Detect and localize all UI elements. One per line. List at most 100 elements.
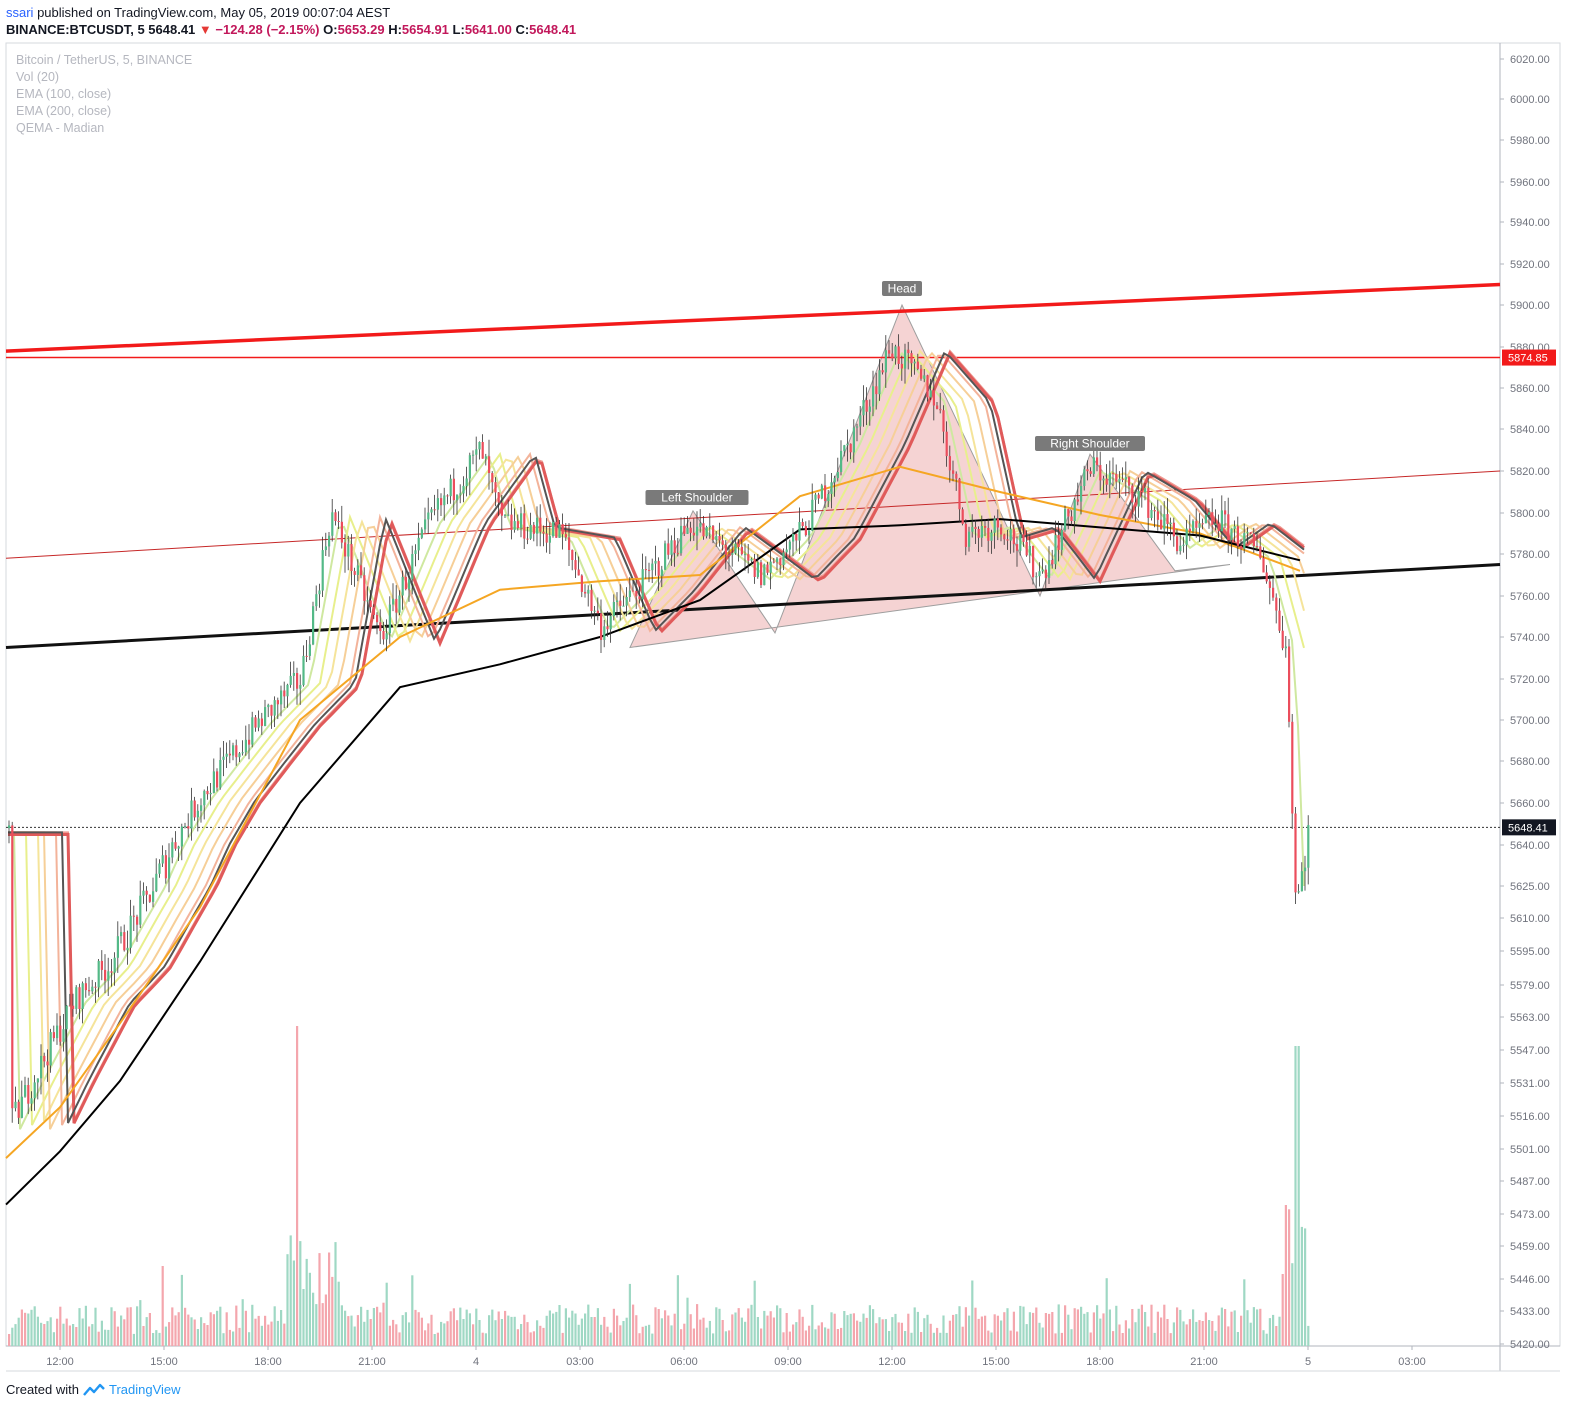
author-link[interactable]: ssari [6,5,34,20]
volume-bar [238,1327,241,1346]
volume-bar [209,1312,212,1346]
volume-bar [286,1254,289,1346]
candle-body [1022,534,1025,542]
candle-body [641,569,644,600]
candle-body [1249,532,1252,534]
volume-bar [1150,1304,1153,1346]
candle-body [350,544,353,571]
candle-body [420,529,423,538]
volume-bar [203,1323,206,1346]
candle-body [347,544,350,557]
candle-body [584,591,587,594]
volume-bar [81,1318,84,1346]
volume-bar [369,1319,372,1346]
volume-bar [1288,1209,1291,1346]
candle-body [833,478,836,483]
candle-body [596,610,599,614]
volume-bar [411,1275,414,1346]
candle-body [1198,523,1201,528]
volume-bar [315,1304,318,1346]
candle-body [571,550,574,560]
candle-body [299,685,302,689]
volume-bar [712,1333,715,1346]
volume-bar [513,1316,516,1346]
volume-bar [33,1306,36,1346]
tradingview-brand[interactable]: TradingView [108,1382,181,1397]
candle-body [539,517,542,532]
legend-volume[interactable]: Vol (20) [16,70,60,84]
candle-body [955,473,958,479]
candle-body [56,1025,59,1039]
volume-bar [708,1320,711,1346]
candle-body [94,986,97,988]
volume-bar [155,1330,158,1346]
volume-bar [72,1324,75,1346]
candle-body [1118,478,1121,482]
volume-bar [414,1309,417,1346]
candle-body [664,543,667,570]
y-tick-label: 5760.00 [1510,591,1550,603]
volume-bar [1096,1305,1099,1346]
volume-bar [651,1333,654,1346]
candle-body [411,554,414,580]
candle-body [894,346,897,359]
volume-bar [257,1315,260,1346]
volume-bar [420,1317,423,1346]
candle-body [168,857,171,879]
candle-body [593,610,596,612]
qema-line [8,350,1305,1124]
price-change: −124.28 (−2.15%) [215,22,320,37]
volume-bar [721,1320,724,1346]
volume-bar [1240,1315,1243,1346]
volume-bar [737,1308,740,1346]
volume-bar [808,1325,811,1346]
candle-body [1102,478,1105,481]
volume-bar [187,1314,190,1346]
volume-bar [1134,1322,1137,1346]
x-tick-label: 15:00 [150,1356,178,1368]
candle-body [676,553,679,555]
candle-body [712,525,715,540]
candle-body [353,571,356,575]
candle-body [1025,541,1028,556]
volume-bar [955,1314,958,1346]
candle-body [616,600,619,602]
candle-body [974,526,977,529]
candle-body [891,353,894,359]
candle-body [574,560,577,570]
candle-body [766,564,769,573]
volume-bar [1124,1320,1127,1346]
candle-body [827,493,830,501]
candle-body [580,575,583,592]
candle-body [715,536,718,540]
volume-bar [724,1331,727,1346]
volume-bar [340,1305,343,1346]
volume-bar [1153,1332,1156,1346]
legend-ema100[interactable]: EMA (100, close) [16,87,112,101]
legend-ema200[interactable]: EMA (200, close) [16,104,112,118]
y-tick-label: 5595.00 [1510,946,1550,958]
volume-bar [1057,1304,1060,1346]
candle-body [452,478,455,501]
volume-bar [1022,1306,1025,1346]
volume-bar [78,1308,81,1346]
candle-body [977,529,980,538]
ema-ribbon-line [8,349,1305,1122]
legend-qema[interactable]: QEMA - Madian [16,121,105,135]
candle-body [475,449,478,455]
candle-body [366,600,369,602]
candle-body [260,718,263,726]
volume-bar [20,1309,23,1346]
candle-body [283,690,286,697]
volume-bar [228,1329,231,1346]
candle-body [916,361,919,369]
volume-bar [324,1294,327,1346]
candle-body [1227,514,1230,541]
candle-body [289,675,292,685]
y-tick-label: 5473.00 [1510,1209,1550,1221]
candle-body [152,891,155,902]
volume-bar [14,1324,17,1346]
volume-bar [734,1312,737,1346]
legend-title[interactable]: Bitcoin / TetherUS, 5, BINANCE [16,53,193,67]
